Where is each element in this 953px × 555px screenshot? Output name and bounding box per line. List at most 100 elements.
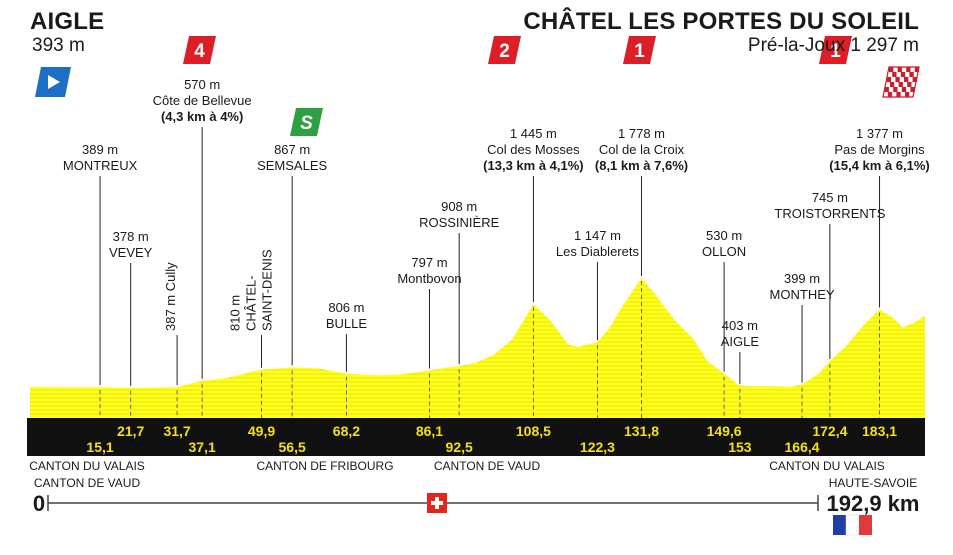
climb-badges: 4 S 2 1 1 bbox=[183, 36, 852, 136]
flag-white bbox=[845, 514, 860, 536]
climb-category-badge: 4 bbox=[183, 36, 216, 64]
place-label: TROISTORRENTS bbox=[774, 206, 885, 221]
badge-shape bbox=[623, 36, 656, 64]
climb-category-badge: 2 bbox=[488, 36, 521, 64]
badge-shape bbox=[183, 36, 216, 64]
swiss-cross-h bbox=[431, 501, 443, 505]
place-label: VEVEY bbox=[109, 245, 153, 260]
start-altitude: 393 m bbox=[32, 35, 85, 56]
finish-flag-check bbox=[906, 67, 911, 72]
start-town: AIGLE bbox=[30, 8, 105, 35]
finish-flag-check bbox=[897, 67, 902, 72]
climb-stats-label: (15,4 km à 6,1%) bbox=[829, 158, 929, 173]
km-marker-lower: 122,3 bbox=[580, 439, 615, 455]
place-label: 378 m bbox=[113, 229, 149, 244]
region-label: CANTON DE VAUD bbox=[434, 459, 541, 473]
region-label: CANTON DE FRIBOURG bbox=[256, 459, 393, 473]
km-marker-upper: 108,5 bbox=[516, 423, 551, 439]
place-label: AIGLE bbox=[721, 334, 760, 349]
distance-start-label: 0 bbox=[33, 491, 45, 516]
finish-flag-check bbox=[900, 72, 906, 77]
climb-category-badge: 1 bbox=[819, 36, 852, 64]
climb-stats-label: (4,3 km à 4%) bbox=[161, 109, 243, 124]
finish-flag-check bbox=[893, 87, 898, 92]
place-leader-lines bbox=[99, 127, 881, 418]
place-label: Côte de Bellevue bbox=[153, 93, 252, 108]
finish-flag-check bbox=[909, 72, 914, 77]
place-label-vertical: CHÂTEL- bbox=[244, 275, 259, 331]
finish-flag-check bbox=[889, 67, 894, 72]
badge-label: S bbox=[300, 113, 313, 134]
km-marker-upper: 49,9 bbox=[248, 423, 275, 439]
km-marker-upper: 21,7 bbox=[117, 423, 144, 439]
badge-shape bbox=[488, 36, 521, 64]
finish-flag-check bbox=[907, 82, 912, 87]
km-marker-upper: 131,8 bbox=[624, 423, 659, 439]
place-label: 403 m bbox=[722, 318, 758, 333]
km-marker-upper: 86,1 bbox=[416, 423, 443, 439]
region-labels: CANTON DU VALAIS CANTON DE VAUD CANTON DE … bbox=[29, 459, 917, 490]
flag-blue bbox=[833, 515, 846, 535]
place-label: ROSSINIÈRE bbox=[419, 215, 500, 230]
place-label: Col de la Croix bbox=[599, 142, 685, 157]
badge-label: 1 bbox=[830, 41, 841, 62]
km-marker-lower: 166,4 bbox=[785, 439, 820, 455]
km-marker-lower: 92,5 bbox=[446, 439, 473, 455]
flag-red bbox=[859, 515, 872, 535]
region-label: CANTON DE VAUD bbox=[34, 476, 141, 490]
place-label: 797 m bbox=[411, 255, 447, 270]
place-label: Pas de Morgins bbox=[834, 142, 925, 157]
km-marker-upper: 31,7 bbox=[163, 423, 190, 439]
place-label-vertical: 810 m bbox=[228, 295, 243, 331]
finish-flag-check bbox=[905, 92, 910, 97]
finish-flag-check bbox=[895, 77, 900, 82]
region-label: CANTON DU VALAIS bbox=[769, 459, 885, 473]
finish-flag-check bbox=[892, 72, 897, 77]
place-label: 1 377 m bbox=[856, 126, 903, 141]
finish-flag-check bbox=[884, 87, 889, 92]
french-flag-icon bbox=[833, 514, 872, 536]
finish-flag-check bbox=[890, 82, 895, 87]
badge-shape bbox=[819, 36, 852, 64]
place-label: MONTREUX bbox=[63, 158, 138, 173]
start-flag-arrow bbox=[48, 75, 60, 89]
finish-flag-check bbox=[901, 87, 907, 92]
badge-shape bbox=[290, 108, 323, 136]
finish-flag-check bbox=[904, 77, 909, 82]
finish-altitude: Pré-la-Joux 1 297 m bbox=[747, 35, 919, 56]
place-label: 806 m bbox=[328, 300, 364, 315]
region-label: CANTON DU VALAIS bbox=[29, 459, 145, 473]
place-label: 1 778 m bbox=[618, 126, 665, 141]
elevation-profile bbox=[30, 278, 925, 418]
place-label: 1 445 m bbox=[510, 126, 557, 141]
place-label: MONTHEY bbox=[770, 287, 835, 302]
flags-group bbox=[35, 66, 920, 98]
place-label: 530 m bbox=[706, 228, 742, 243]
finish-flag-check bbox=[910, 87, 915, 92]
climb-category-badge: 1 bbox=[623, 36, 656, 64]
place-label-vertical: SAINT-DENIS bbox=[260, 249, 275, 331]
place-label: SEMSALES bbox=[257, 158, 327, 173]
km-marker-upper: 68,2 bbox=[333, 423, 360, 439]
km-marker-lower: 153 bbox=[728, 439, 752, 455]
km-marker-lower: 15,1 bbox=[86, 439, 113, 455]
finish-flag-check bbox=[912, 77, 917, 82]
finish-flag-check bbox=[887, 92, 893, 97]
badge-label: 4 bbox=[194, 41, 205, 62]
finish-flag-check bbox=[896, 92, 901, 97]
swiss-flag-icon bbox=[427, 493, 447, 513]
finish-flag-icon bbox=[882, 66, 920, 98]
sprint-badge: S bbox=[290, 108, 323, 136]
place-label: 1 147 m bbox=[574, 228, 621, 243]
start-flag-icon bbox=[35, 67, 71, 97]
finish-flag-check bbox=[886, 77, 892, 82]
place-label: BULLE bbox=[326, 316, 368, 331]
distance-total-label: 192,9 km bbox=[827, 491, 920, 516]
km-marker-lower: 56,5 bbox=[279, 439, 306, 455]
km-marker-lower: 37,1 bbox=[189, 439, 216, 455]
distance-axis: 0 192,9 km bbox=[33, 491, 920, 536]
km-band bbox=[27, 418, 925, 456]
place-label: 389 m bbox=[82, 142, 118, 157]
